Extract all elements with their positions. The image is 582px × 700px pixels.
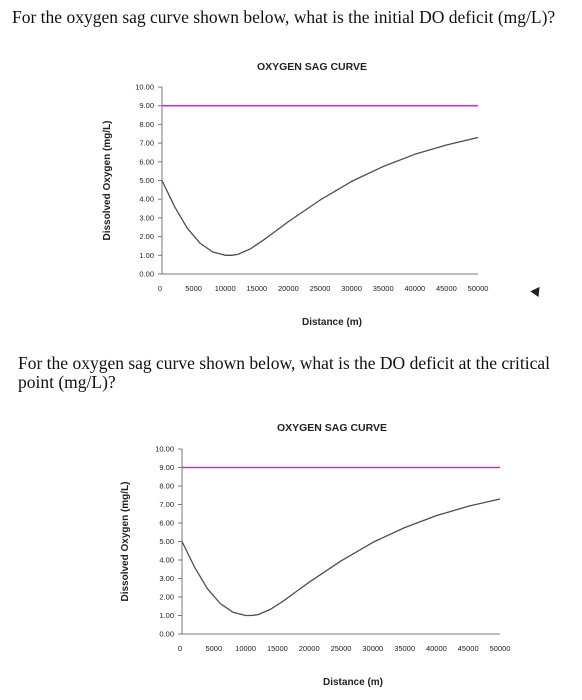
x-tick-label: 30000 [362,644,383,653]
x-tick-label: 25000 [331,644,352,653]
chart-title: OXYGEN SAG CURVE [257,61,367,73]
y-tick-label: 3.00 [159,574,174,583]
y-tick-label: 10.00 [155,445,174,454]
y-tick-label: 0.00 [159,630,174,639]
y-tick-label: 4.00 [159,556,174,565]
x-tick-label: 0 [178,644,182,653]
x-tick-label: 0 [158,284,162,293]
y-tick-label: 9.00 [159,463,174,472]
question-critical-do-deficit: For the oxygen sag curve shown below, wh… [18,353,550,392]
y-axis-label: Dissolved Oxygen (mg/L) [120,481,131,601]
x-tick-label: 10000 [215,284,236,293]
y-tick-label: 9.00 [139,101,154,110]
y-tick-label: 8.00 [139,120,154,129]
y-tick-label: 7.00 [139,139,154,148]
x-axis-label: Distance (m) [302,317,362,328]
x-tick-label: 25000 [310,284,331,293]
x-tick-label: 15000 [267,644,288,653]
question-initial-do-deficit: For the oxygen sag curve shown below, wh… [12,7,556,27]
x-tick-label: 35000 [373,284,394,293]
x-tick-label: 20000 [278,284,299,293]
x-tick-label: 20000 [299,644,320,653]
x-tick-label: 5000 [205,644,222,653]
y-tick-label: 8.00 [159,482,174,491]
x-tick-label: 15000 [246,284,267,293]
y-tick-label: 6.00 [159,519,174,528]
x-tick-label: 40000 [426,644,447,653]
y-axis-label: Dissolved Oxygen (mg/L) [102,120,113,240]
oxygen-sag-chart-2: OXYGEN SAG CURVE 0.00 1.00 2.00 3.00 4.00 5.00… [120,422,511,688]
do-sag-curve [161,136,479,256]
y-tick-label: 3.00 [139,213,154,222]
y-tick-label: 1.00 [159,611,174,620]
x-tick-label: 45000 [436,284,457,293]
do-sag-curve [181,498,501,617]
oxygen-sag-chart-1: OXYGEN SAG CURVE 0.00 1.00 2.00 3.00 4.00 5.00… [102,61,489,328]
x-tick-label: 45000 [458,644,479,653]
x-tick-label: 50000 [490,644,511,653]
y-tick-label: 6.00 [139,157,154,166]
chart-title: OXYGEN SAG CURVE [277,422,387,434]
x-tick-label: 30000 [341,284,362,293]
x-tick-label: 10000 [235,644,256,653]
y-tick-label: 5.00 [139,176,154,185]
y-tick-label: 2.00 [139,232,154,241]
y-tick-label: 5.00 [159,537,174,546]
x-axis-label: Distance (m) [323,677,383,688]
x-tick-label: 40000 [404,284,425,293]
x-tick-label: 50000 [468,284,489,293]
y-tick-label: 7.00 [159,500,174,509]
y-tick-label: 4.00 [139,195,154,204]
y-tick-label: 10.00 [135,83,154,92]
x-tick-label: 5000 [185,284,202,293]
y-tick-label: 2.00 [159,593,174,602]
y-tick-label: 1.00 [139,251,154,260]
y-tick-label: 0.00 [139,270,154,279]
x-tick-label: 35000 [394,644,415,653]
